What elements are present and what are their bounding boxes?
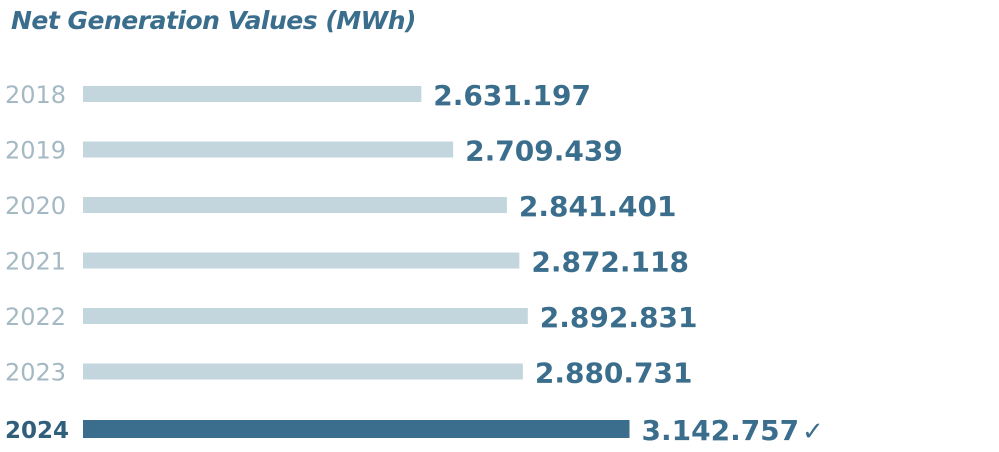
year-label-2024: 2024 — [5, 418, 69, 444]
bar-2020 — [83, 197, 507, 213]
value-label-2021: 2.872.118 — [531, 246, 689, 279]
year-label-2020: 2020 — [5, 192, 66, 220]
check-icon: ✓ — [802, 417, 824, 447]
year-label-2021: 2021 — [5, 248, 66, 276]
chart-title: Net Generation Values (MWh) — [11, 6, 416, 35]
year-label-2019: 2019 — [5, 137, 66, 165]
year-label-2022: 2022 — [5, 303, 66, 331]
bar-2021 — [83, 252, 520, 269]
value-label-2022: 2.892.831 — [540, 301, 698, 334]
bar-2022 — [83, 308, 528, 324]
year-label-2023: 2023 — [5, 359, 66, 387]
bar-2023 — [83, 363, 523, 380]
value-label-2020: 2.841.401 — [519, 190, 677, 223]
bar-2024 — [83, 420, 630, 438]
value-label-2023: 2.880.731 — [535, 357, 693, 390]
value-label-2024: 3.142.757 — [642, 414, 800, 447]
bar-2019 — [83, 141, 454, 158]
value-label-2018: 2.631.197 — [433, 79, 591, 112]
value-label-2019: 2.709.439 — [465, 135, 623, 168]
year-label-2018: 2018 — [5, 81, 66, 109]
bar-2018 — [83, 86, 422, 102]
